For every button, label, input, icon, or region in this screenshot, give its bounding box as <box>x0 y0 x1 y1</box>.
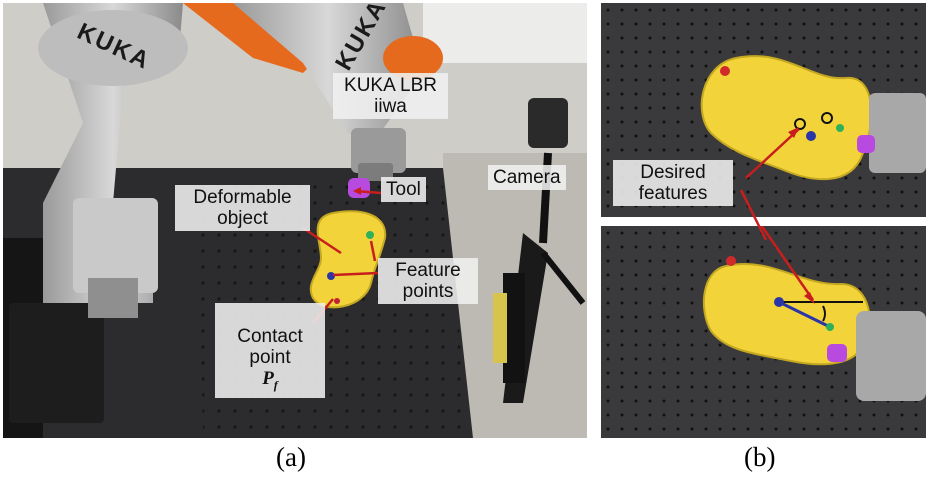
robot-lab-scene <box>3 3 587 438</box>
label-contact-text: Contact point <box>237 326 303 368</box>
current-features-scene <box>601 226 926 438</box>
caption-a: (a) <box>276 442 306 472</box>
label-tool: Tool <box>381 177 426 202</box>
desired-features-scene <box>601 3 926 217</box>
sponge-object-b2 <box>702 263 871 366</box>
label-robot: KUKA LBR iiwa <box>333 73 448 119</box>
label-camera: Camera <box>488 165 566 190</box>
bridge-arrow <box>739 190 768 240</box>
label-feature-points: Feature points <box>378 258 478 304</box>
label-contact-point: Contact point Pf <box>215 303 325 398</box>
sponge-object-b1 <box>700 55 873 181</box>
photo-panel-b-bottom <box>601 226 926 438</box>
label-deformable-object: Deformable object <box>175 185 310 231</box>
contact-symbol: Pf <box>262 368 278 392</box>
photo-panel-a: KUKA LBR iiwa Tool Camera Deformable obj… <box>3 3 587 438</box>
photo-panel-b-top: Desired features <box>601 3 926 217</box>
feature-point-green <box>366 231 374 239</box>
label-desired-features: Desired features <box>613 160 733 206</box>
caption-b: (b) <box>744 442 776 472</box>
